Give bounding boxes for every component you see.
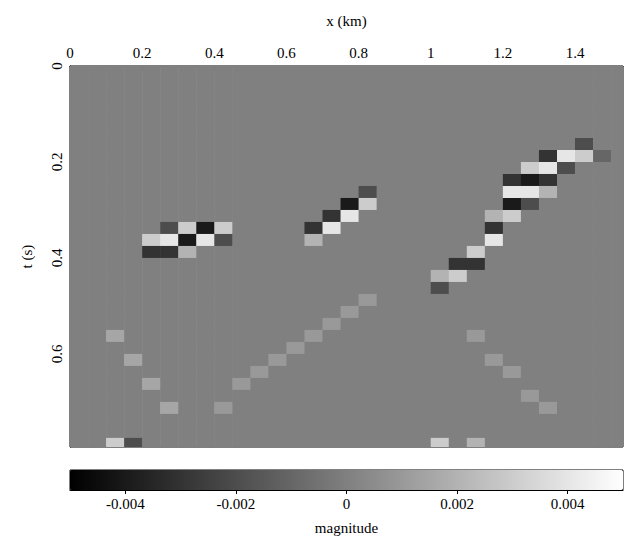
svg-text:0.8: 0.8 xyxy=(349,45,368,61)
svg-text:1: 1 xyxy=(427,45,435,61)
svg-text:0.2: 0.2 xyxy=(49,153,65,172)
svg-text:0: 0 xyxy=(343,496,351,512)
svg-text:0.6: 0.6 xyxy=(49,344,65,363)
svg-text:0.4: 0.4 xyxy=(49,248,65,267)
svg-text:0: 0 xyxy=(66,45,74,61)
svg-text:0.4: 0.4 xyxy=(205,45,224,61)
svg-text:0: 0 xyxy=(49,62,65,70)
svg-text:-0.002: -0.002 xyxy=(217,496,256,512)
svg-text:1.4: 1.4 xyxy=(566,45,585,61)
svg-text:x (km): x (km) xyxy=(326,13,366,30)
svg-text:0.004: 0.004 xyxy=(551,496,585,512)
svg-text:-0.004: -0.004 xyxy=(106,496,145,512)
svg-text:0.2: 0.2 xyxy=(133,45,152,61)
svg-text:0.6: 0.6 xyxy=(277,45,296,61)
svg-text:1.2: 1.2 xyxy=(494,45,513,61)
svg-text:t (s): t (s) xyxy=(19,245,36,269)
svg-text:0.002: 0.002 xyxy=(440,496,474,512)
svg-text:magnitude: magnitude xyxy=(315,520,379,536)
